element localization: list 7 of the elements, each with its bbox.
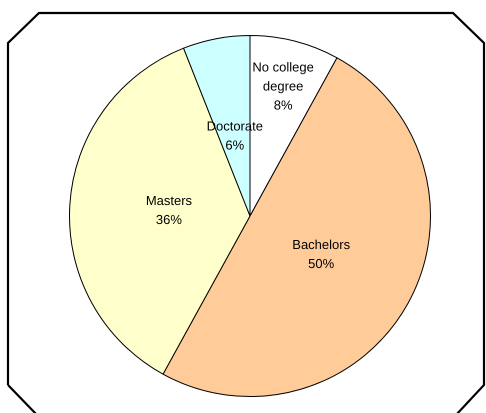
slice-label: Masters [146, 192, 193, 208]
data-label: 50% [308, 256, 335, 272]
slice-label: Bachelors [292, 237, 351, 252]
data-label: 8% [274, 98, 293, 113]
data-label: 36% [156, 212, 182, 227]
data-label: 6% [225, 137, 245, 152]
slice-label: No college degree [252, 60, 314, 94]
